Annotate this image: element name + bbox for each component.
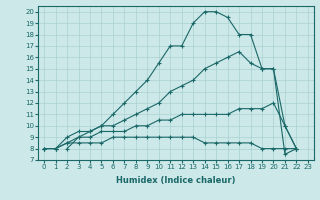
- X-axis label: Humidex (Indice chaleur): Humidex (Indice chaleur): [116, 176, 236, 185]
